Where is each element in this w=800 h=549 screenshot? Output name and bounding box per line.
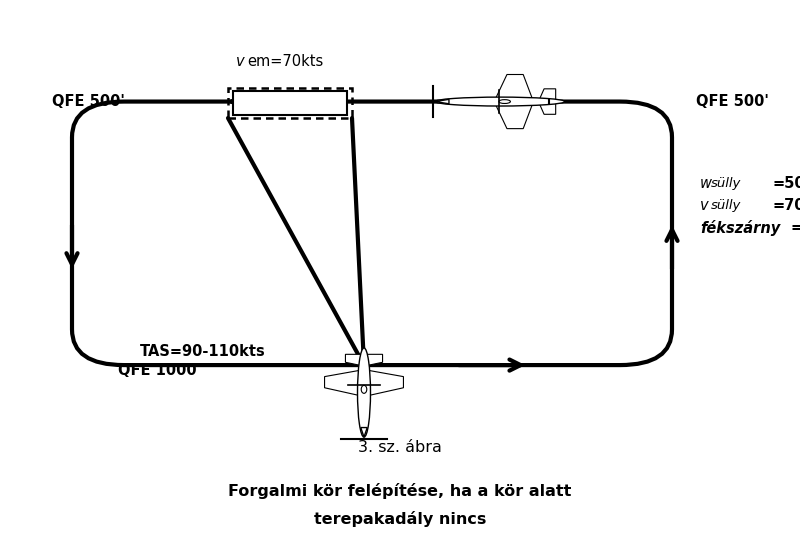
Text: =10-15°: =10-15° [790, 220, 800, 236]
Text: QFE 1000': QFE 1000' [118, 363, 202, 378]
Text: QFE 500': QFE 500' [52, 94, 125, 109]
Text: v: v [236, 54, 245, 69]
Text: sülly: sülly [710, 199, 741, 212]
Text: =500ft/min: =500ft/min [772, 176, 800, 192]
Polygon shape [495, 75, 533, 128]
Polygon shape [325, 370, 403, 396]
Polygon shape [539, 89, 556, 114]
Ellipse shape [499, 100, 510, 103]
Text: QFE 500': QFE 500' [696, 94, 769, 109]
Text: 3. sz. ábra: 3. sz. ábra [358, 440, 442, 455]
Polygon shape [346, 354, 382, 366]
Ellipse shape [358, 348, 370, 437]
Text: fékszárny: fékszárny [700, 220, 780, 236]
Text: sülly: sülly [710, 177, 741, 191]
FancyBboxPatch shape [233, 91, 347, 115]
Polygon shape [361, 428, 367, 437]
Text: TAS=90-110kts: TAS=90-110kts [140, 344, 266, 359]
Polygon shape [435, 99, 449, 104]
Text: v: v [700, 198, 709, 214]
Ellipse shape [362, 385, 366, 393]
Text: em=70kts: em=70kts [247, 54, 323, 69]
Text: w: w [700, 176, 712, 192]
Ellipse shape [435, 97, 565, 106]
Text: =70kts: =70kts [772, 198, 800, 214]
Text: Forgalmi kör felépítése, ha a kör alatt: Forgalmi kör felépítése, ha a kör alatt [228, 483, 572, 500]
Text: terepakadály nincs: terepakadály nincs [314, 511, 486, 527]
